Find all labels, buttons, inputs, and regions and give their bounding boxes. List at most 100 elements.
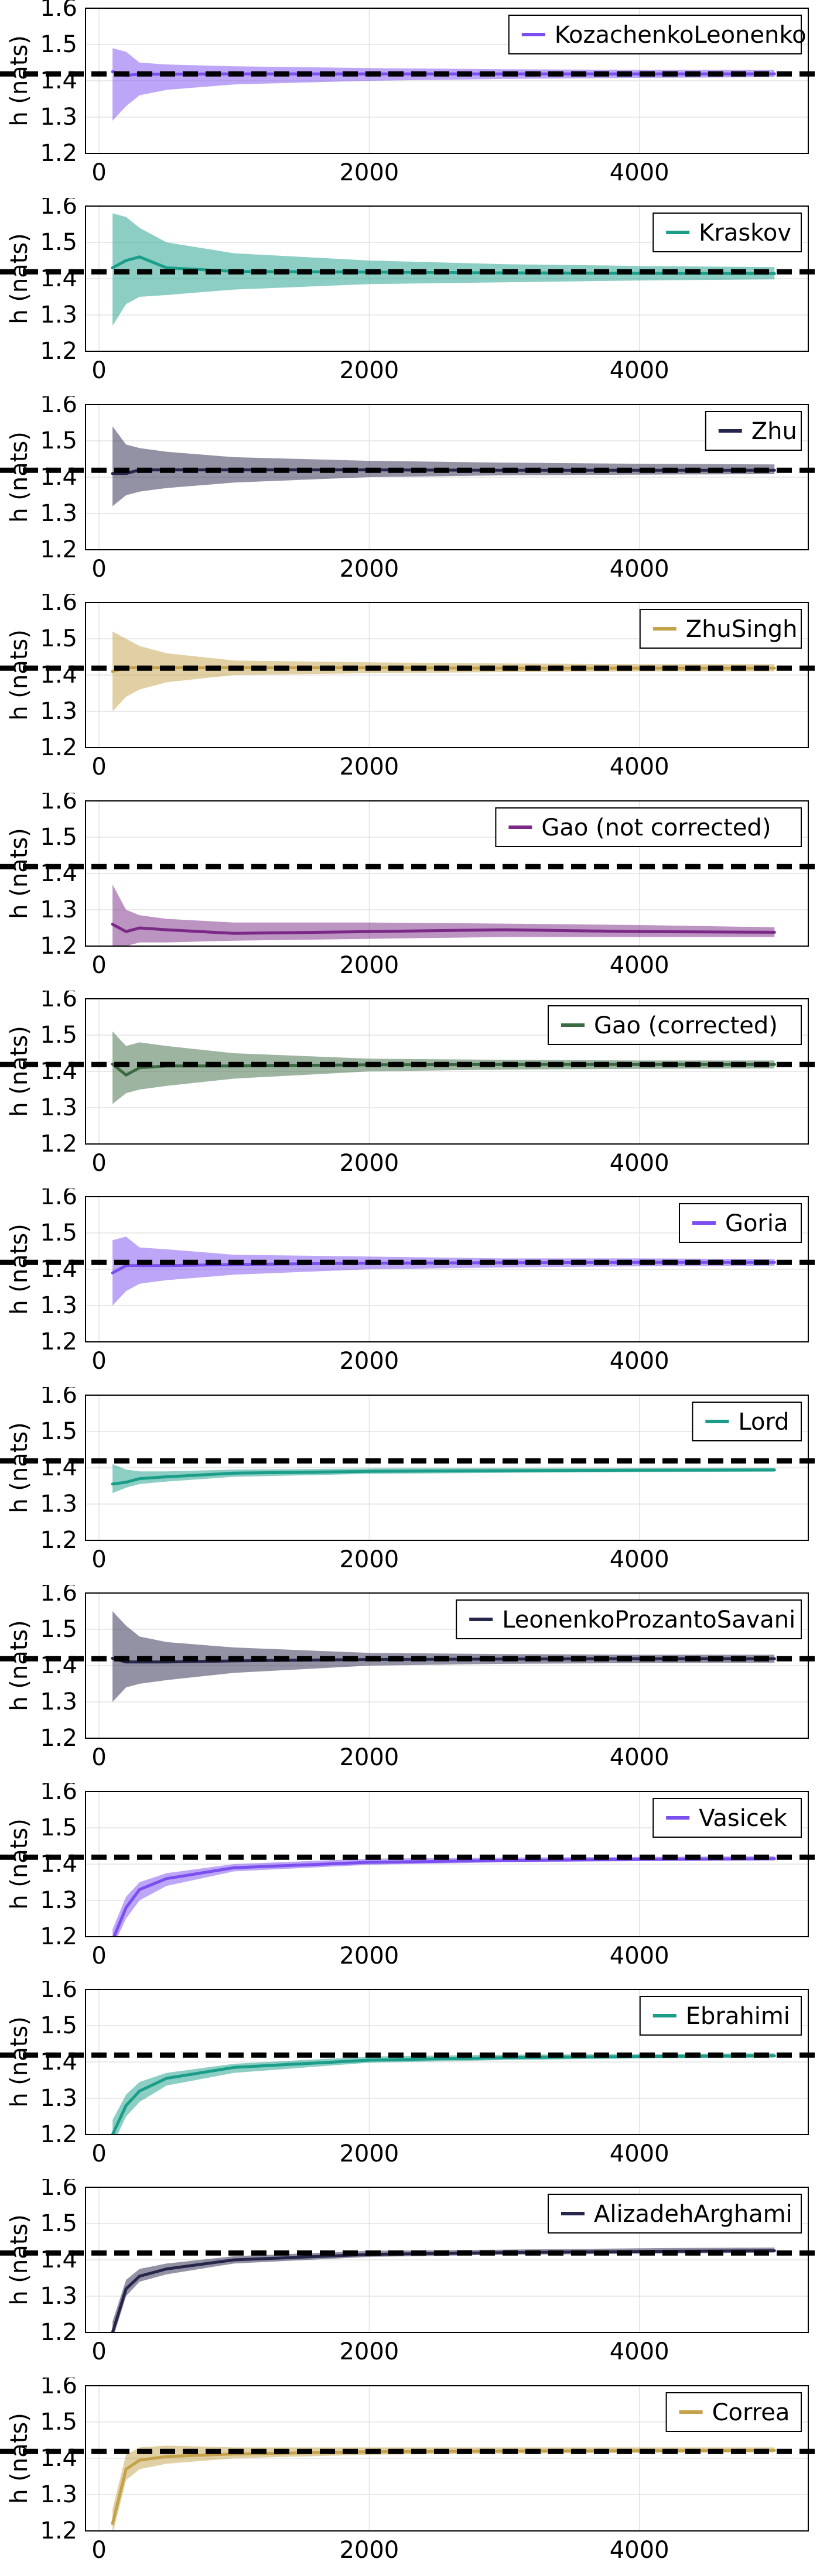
data-point bbox=[138, 926, 141, 930]
y-axis-label: h (nats) bbox=[6, 1620, 33, 1711]
data-point bbox=[111, 1482, 114, 1486]
x-tick-label: 2000 bbox=[339, 1943, 399, 1969]
data-point bbox=[367, 1469, 371, 1473]
x-tick-label: 0 bbox=[91, 2140, 106, 2167]
y-tick-label: 1.5 bbox=[40, 427, 77, 454]
legend-box bbox=[508, 14, 802, 54]
legend: Gao (not corrected) bbox=[495, 807, 802, 847]
data-point bbox=[138, 2458, 141, 2462]
y-tick-label: 1.2 bbox=[40, 734, 77, 761]
x-tick-label: 4000 bbox=[610, 1943, 669, 1969]
data-point bbox=[165, 2077, 168, 2080]
data-point bbox=[111, 922, 114, 926]
legend-label: Ebrahimi bbox=[686, 2003, 790, 2030]
x-tick-label: 2000 bbox=[339, 357, 399, 384]
plot-frame bbox=[85, 1988, 809, 2135]
y-tick-label: 1.2 bbox=[40, 2517, 77, 2544]
confidence-band bbox=[112, 2248, 775, 2333]
y-tick-label: 1.6 bbox=[40, 991, 77, 1012]
data-point bbox=[367, 2058, 371, 2062]
data-point bbox=[773, 1657, 776, 1660]
plot-frame bbox=[85, 998, 809, 1145]
y-tick-label: 1.5 bbox=[40, 1220, 77, 1246]
plot-frame bbox=[85, 2385, 809, 2532]
data-point bbox=[638, 1468, 641, 1472]
y-tick-label: 1.3 bbox=[40, 698, 77, 725]
x-tick-label: 4000 bbox=[610, 753, 669, 780]
plot-frame bbox=[85, 7, 809, 154]
y-axis-label: h (nats) bbox=[6, 431, 33, 523]
y-tick-label: 1.3 bbox=[40, 1887, 77, 1914]
legend: Lord bbox=[692, 1401, 802, 1441]
y-axis-label: h (nats) bbox=[6, 1026, 33, 1117]
x-tick-label: 0 bbox=[91, 159, 106, 186]
data-point bbox=[503, 1469, 506, 1472]
legend: Gao (corrected) bbox=[547, 1005, 802, 1045]
y-tick-label: 1.3 bbox=[40, 1688, 77, 1715]
y-tick-label: 1.6 bbox=[40, 1783, 77, 1805]
y-axis-label: h (nats) bbox=[6, 629, 33, 721]
x-tick-label: 2000 bbox=[339, 1348, 399, 1375]
data-point bbox=[773, 2054, 776, 2057]
legend: AlizadehArghami bbox=[547, 2194, 802, 2234]
data-point bbox=[111, 1272, 114, 1275]
legend-label: LeonenkoProzantoSavani bbox=[502, 1606, 795, 1633]
y-axis-label: h (nats) bbox=[6, 2016, 33, 2108]
x-tick-label: 2000 bbox=[339, 2338, 399, 2365]
y-tick-label: 1.5 bbox=[40, 1022, 77, 1049]
x-tick-label: 0 bbox=[91, 1150, 106, 1177]
data-point bbox=[367, 1860, 371, 1864]
legend-label: Correa bbox=[712, 2399, 790, 2426]
x-tick-label: 4000 bbox=[610, 1546, 669, 1573]
series-line bbox=[112, 1856, 775, 1937]
y-tick-label: 1.2 bbox=[40, 1725, 77, 1752]
plot-frame bbox=[85, 1196, 809, 1343]
data-point bbox=[165, 1475, 168, 1478]
legend-box bbox=[456, 1599, 802, 1640]
data-point bbox=[773, 1856, 776, 1860]
y-tick-label: 1.2 bbox=[40, 1527, 77, 1554]
confidence-band bbox=[112, 1031, 775, 1104]
y-tick-label: 1.2 bbox=[40, 338, 77, 365]
data-point bbox=[773, 1261, 776, 1265]
data-point bbox=[165, 1876, 168, 1880]
y-tick-label: 1.3 bbox=[40, 302, 77, 328]
y-tick-label: 1.2 bbox=[40, 1328, 77, 1355]
data-point bbox=[111, 1657, 114, 1660]
legend-label: Zhu bbox=[751, 418, 797, 445]
y-tick-label: 1.3 bbox=[40, 1292, 77, 1319]
y-tick-label: 1.3 bbox=[40, 500, 77, 527]
data-point bbox=[124, 259, 128, 262]
y-tick-label: 1.5 bbox=[40, 1616, 77, 1643]
x-tick-label: 2000 bbox=[339, 2537, 399, 2564]
y-tick-label: 1.5 bbox=[40, 2012, 77, 2039]
y-axis-label: h (nats) bbox=[6, 234, 33, 325]
legend: Goria bbox=[678, 1203, 802, 1244]
legend-label: Goria bbox=[725, 1210, 788, 1237]
legend: Ebrahimi bbox=[639, 1995, 802, 2036]
x-tick-label: 2000 bbox=[339, 1150, 399, 1177]
data-point bbox=[773, 1468, 776, 1471]
y-tick-label: 1.5 bbox=[40, 824, 77, 851]
plot-frame bbox=[85, 1592, 809, 1739]
legend-label: ZhuSingh bbox=[686, 616, 798, 643]
plot-frame bbox=[85, 1790, 809, 1937]
y-tick-label: 1.6 bbox=[40, 594, 77, 616]
legend-box bbox=[547, 1005, 802, 1045]
y-tick-label: 1.3 bbox=[40, 2283, 77, 2310]
legend-label: KozachenkoLeonenko bbox=[555, 22, 807, 49]
data-point bbox=[138, 2089, 141, 2093]
data-point bbox=[124, 2287, 128, 2291]
data-point bbox=[233, 2258, 236, 2262]
data-point bbox=[111, 1938, 114, 1941]
y-tick-label: 1.6 bbox=[40, 1585, 77, 1606]
y-axis-label: h (nats) bbox=[6, 1422, 33, 1513]
